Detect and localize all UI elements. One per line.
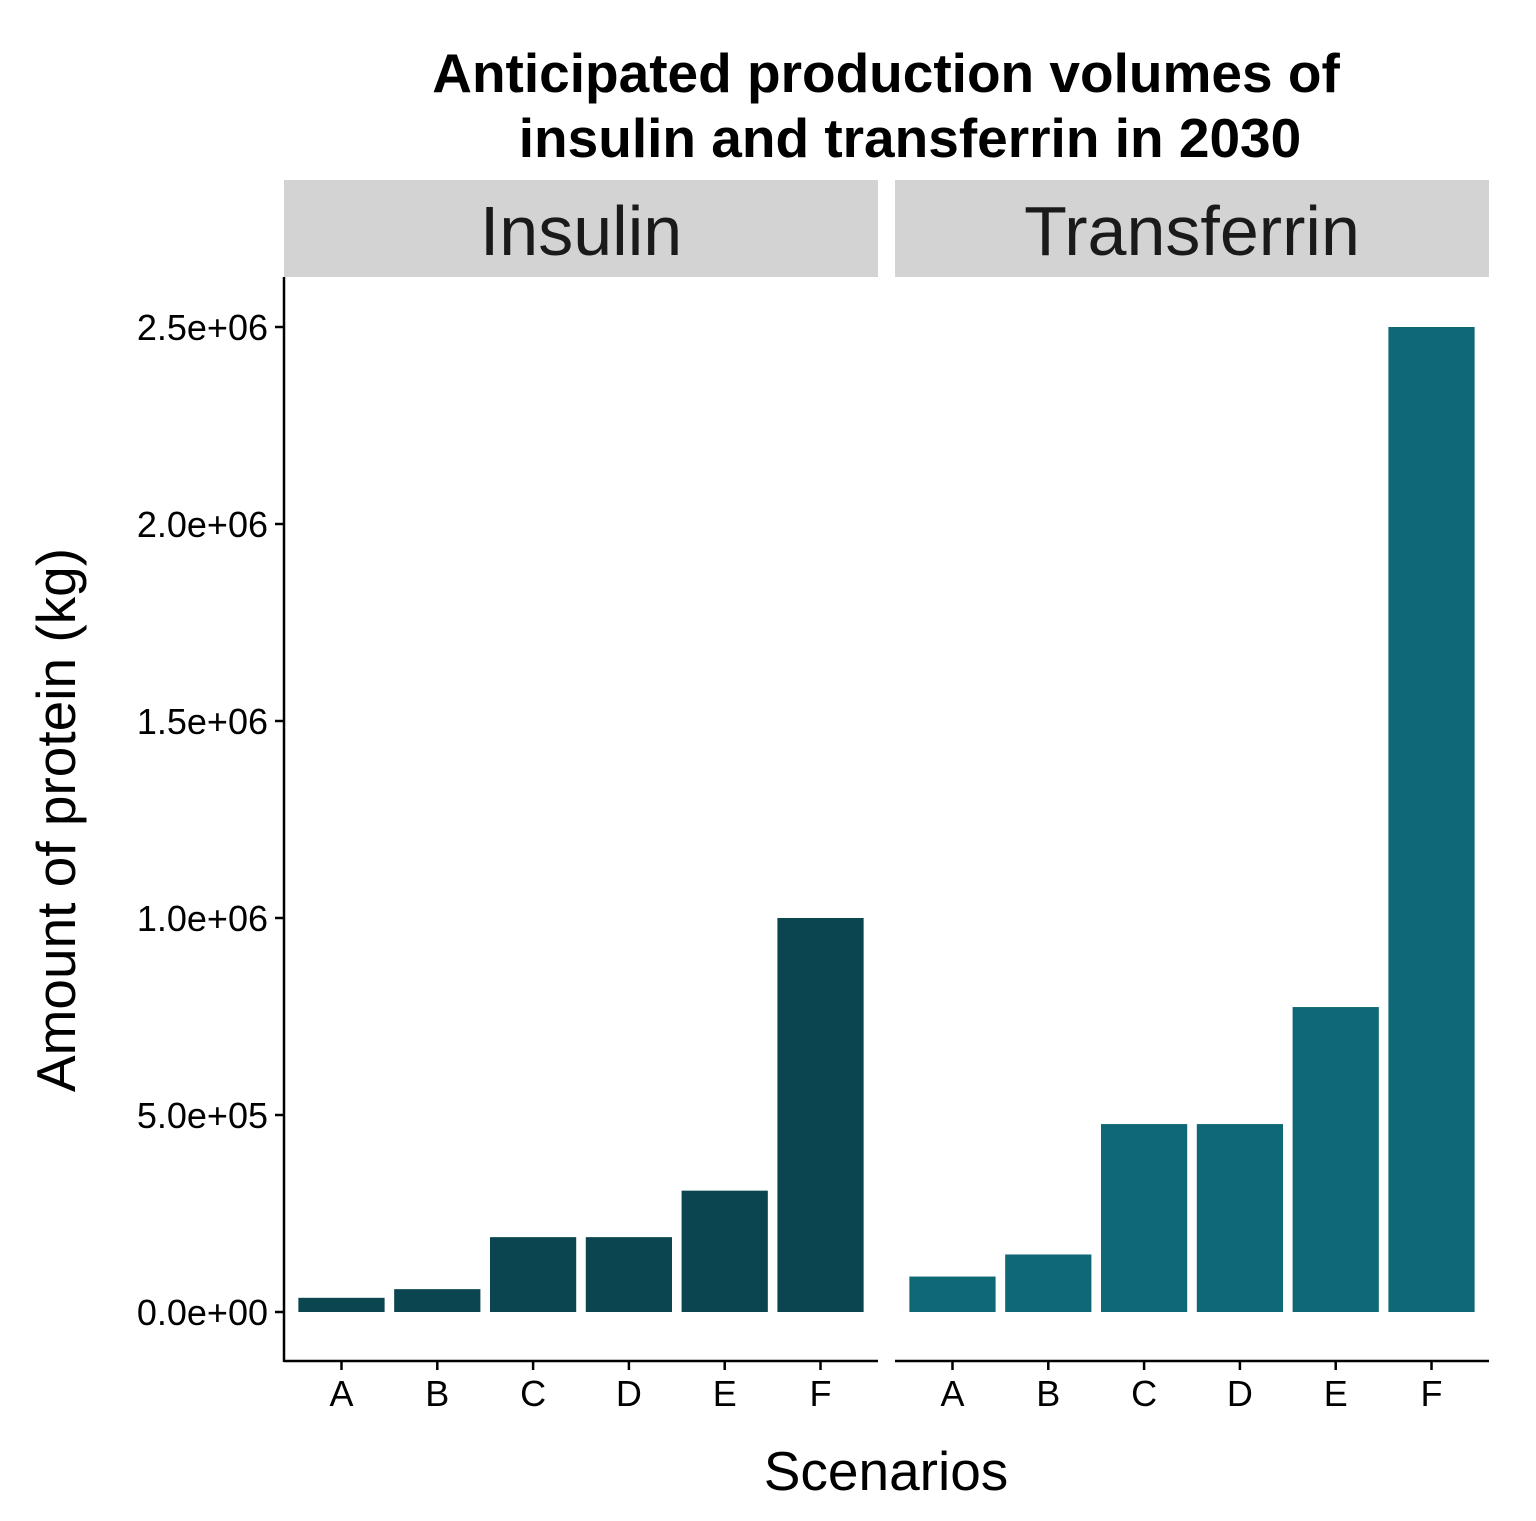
bar-transferrin-C	[1100, 1124, 1188, 1312]
panel-insulin: Insulin A B C D E F	[284, 180, 878, 1414]
x-tick-label: D	[1227, 1373, 1253, 1414]
y-tick-label: 1.0e+06	[137, 898, 268, 939]
x-tick-label: F	[1421, 1373, 1443, 1414]
bar-insulin-F	[777, 918, 864, 1312]
y-axis-title: Amount of protein (kg)	[25, 548, 87, 1092]
facet-strip-label: Insulin	[480, 192, 682, 270]
bar-insulin-A	[298, 1297, 385, 1312]
x-tick-label: E	[713, 1373, 737, 1414]
panel-transferrin: Transferrin A B C D E F	[895, 180, 1489, 1414]
facet-strip	[895, 180, 1489, 277]
bar-insulin-C	[489, 1237, 577, 1312]
x-tick-label: C	[520, 1373, 546, 1414]
x-tick-label: F	[810, 1373, 832, 1414]
bar-insulin-D	[585, 1237, 673, 1312]
y-tick-label: 5.0e+05	[137, 1095, 268, 1136]
y-tick-label: 0.0e+00	[137, 1292, 268, 1333]
x-tick-label: B	[425, 1373, 449, 1414]
y-tick-label: 1.5e+06	[137, 701, 268, 742]
bar-transferrin-E	[1292, 1007, 1379, 1312]
bar-transferrin-F	[1388, 327, 1475, 1312]
chart-title-line-2: insulin and transferrin in 2030	[519, 107, 1301, 169]
x-tick-label: E	[1324, 1373, 1348, 1414]
bar-transferrin-A	[909, 1276, 996, 1312]
x-tick-label: D	[616, 1373, 642, 1414]
bar-insulin-E	[681, 1190, 768, 1312]
facet-strip	[284, 180, 878, 277]
x-tick-label: A	[329, 1373, 353, 1414]
x-tick-label: A	[940, 1373, 964, 1414]
x-tick-label: C	[1131, 1373, 1157, 1414]
x-axis-title: Scenarios	[764, 1440, 1009, 1502]
chart-title-line-1: Anticipated production volumes of	[432, 42, 1340, 104]
bar-insulin-B	[394, 1289, 481, 1312]
y-tick-label: 2.0e+06	[137, 504, 268, 545]
facet-strip-label: Transferrin	[1024, 192, 1360, 270]
x-tick-label: B	[1036, 1373, 1060, 1414]
bar-transferrin-D	[1196, 1124, 1284, 1312]
bar-transferrin-B	[1005, 1254, 1092, 1312]
y-tick-label: 2.5e+06	[137, 307, 268, 348]
